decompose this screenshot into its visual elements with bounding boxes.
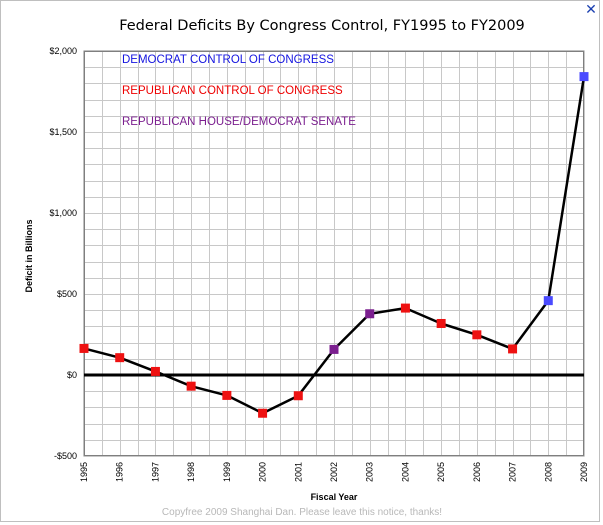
data-point-2009 <box>579 72 589 82</box>
copyright-notice: Copyfree 2009 Shanghai Dan. Please leave… <box>162 507 442 518</box>
x-tick-label: 1995 <box>79 462 89 482</box>
x-tick-label: 2004 <box>400 462 410 482</box>
x-tick-label: 2007 <box>508 462 518 482</box>
x-tick-label: 1998 <box>186 462 196 482</box>
data-point-2000 <box>258 408 268 418</box>
data-point-2002 <box>329 344 339 354</box>
close-icon[interactable]: ✕ <box>585 2 597 18</box>
legend: DEMOCRAT CONTROL OF CONGRESS REPUBLICAN C… <box>122 54 356 128</box>
grid <box>83 50 585 457</box>
x-tick-label: 2002 <box>329 462 339 482</box>
x-tick-label: 1997 <box>150 462 160 482</box>
x-axis-title: Fiscal Year <box>311 492 358 502</box>
data-point-1995 <box>79 343 89 353</box>
x-tick-label: 2000 <box>258 462 268 482</box>
data-point-2004 <box>400 303 410 313</box>
plot-border <box>84 51 584 456</box>
y-tick-label: -$500 <box>54 451 77 461</box>
y-axis-ticks: -$500 $0 $500 $1,000 $1,500 $2,000 <box>49 46 77 461</box>
legend-entry-D: DEMOCRAT CONTROL OF CONGRESS <box>122 54 334 66</box>
y-tick-label: $0 <box>67 370 77 380</box>
legend-entry-S: REPUBLICAN HOUSE/DEMOCRAT SENATE <box>122 116 356 128</box>
x-tick-label: 2008 <box>543 462 553 482</box>
x-tick-label: 1996 <box>115 462 125 482</box>
y-tick-label: $500 <box>57 289 77 299</box>
data-point-1999 <box>222 390 232 400</box>
data-point-2001 <box>293 391 303 401</box>
data-point-2003 <box>365 309 375 319</box>
data-point-2006 <box>472 330 482 340</box>
x-tick-label: 2005 <box>436 462 446 482</box>
x-tick-label: 1999 <box>222 462 232 482</box>
y-axis-title: Deficit in Billions <box>24 219 34 292</box>
data-point-2007 <box>508 344 518 354</box>
data-point-1998 <box>186 381 196 391</box>
data-point-1997 <box>150 366 160 376</box>
x-axis-ticks: 1995 1996 1997 1998 1999 2000 2001 2002 2003 2004… <box>79 462 589 482</box>
y-tick-label: $1,500 <box>49 127 77 137</box>
x-tick-label: 2009 <box>579 462 589 482</box>
x-tick-label: 2003 <box>365 462 375 482</box>
x-tick-label: 2001 <box>293 462 303 482</box>
deficit-series <box>79 72 589 418</box>
legend-entry-R: REPUBLICAN CONTROL OF CONGRESS <box>122 85 343 97</box>
data-point-2005 <box>436 318 446 328</box>
data-point-1996 <box>115 353 125 363</box>
chart-title: Federal Deficits By Congress Control, FY… <box>119 18 525 34</box>
x-tick-label: 2006 <box>472 462 482 482</box>
data-point-2008 <box>543 296 553 306</box>
y-tick-label: $1,000 <box>49 208 77 218</box>
y-tick-label: $2,000 <box>49 46 77 56</box>
